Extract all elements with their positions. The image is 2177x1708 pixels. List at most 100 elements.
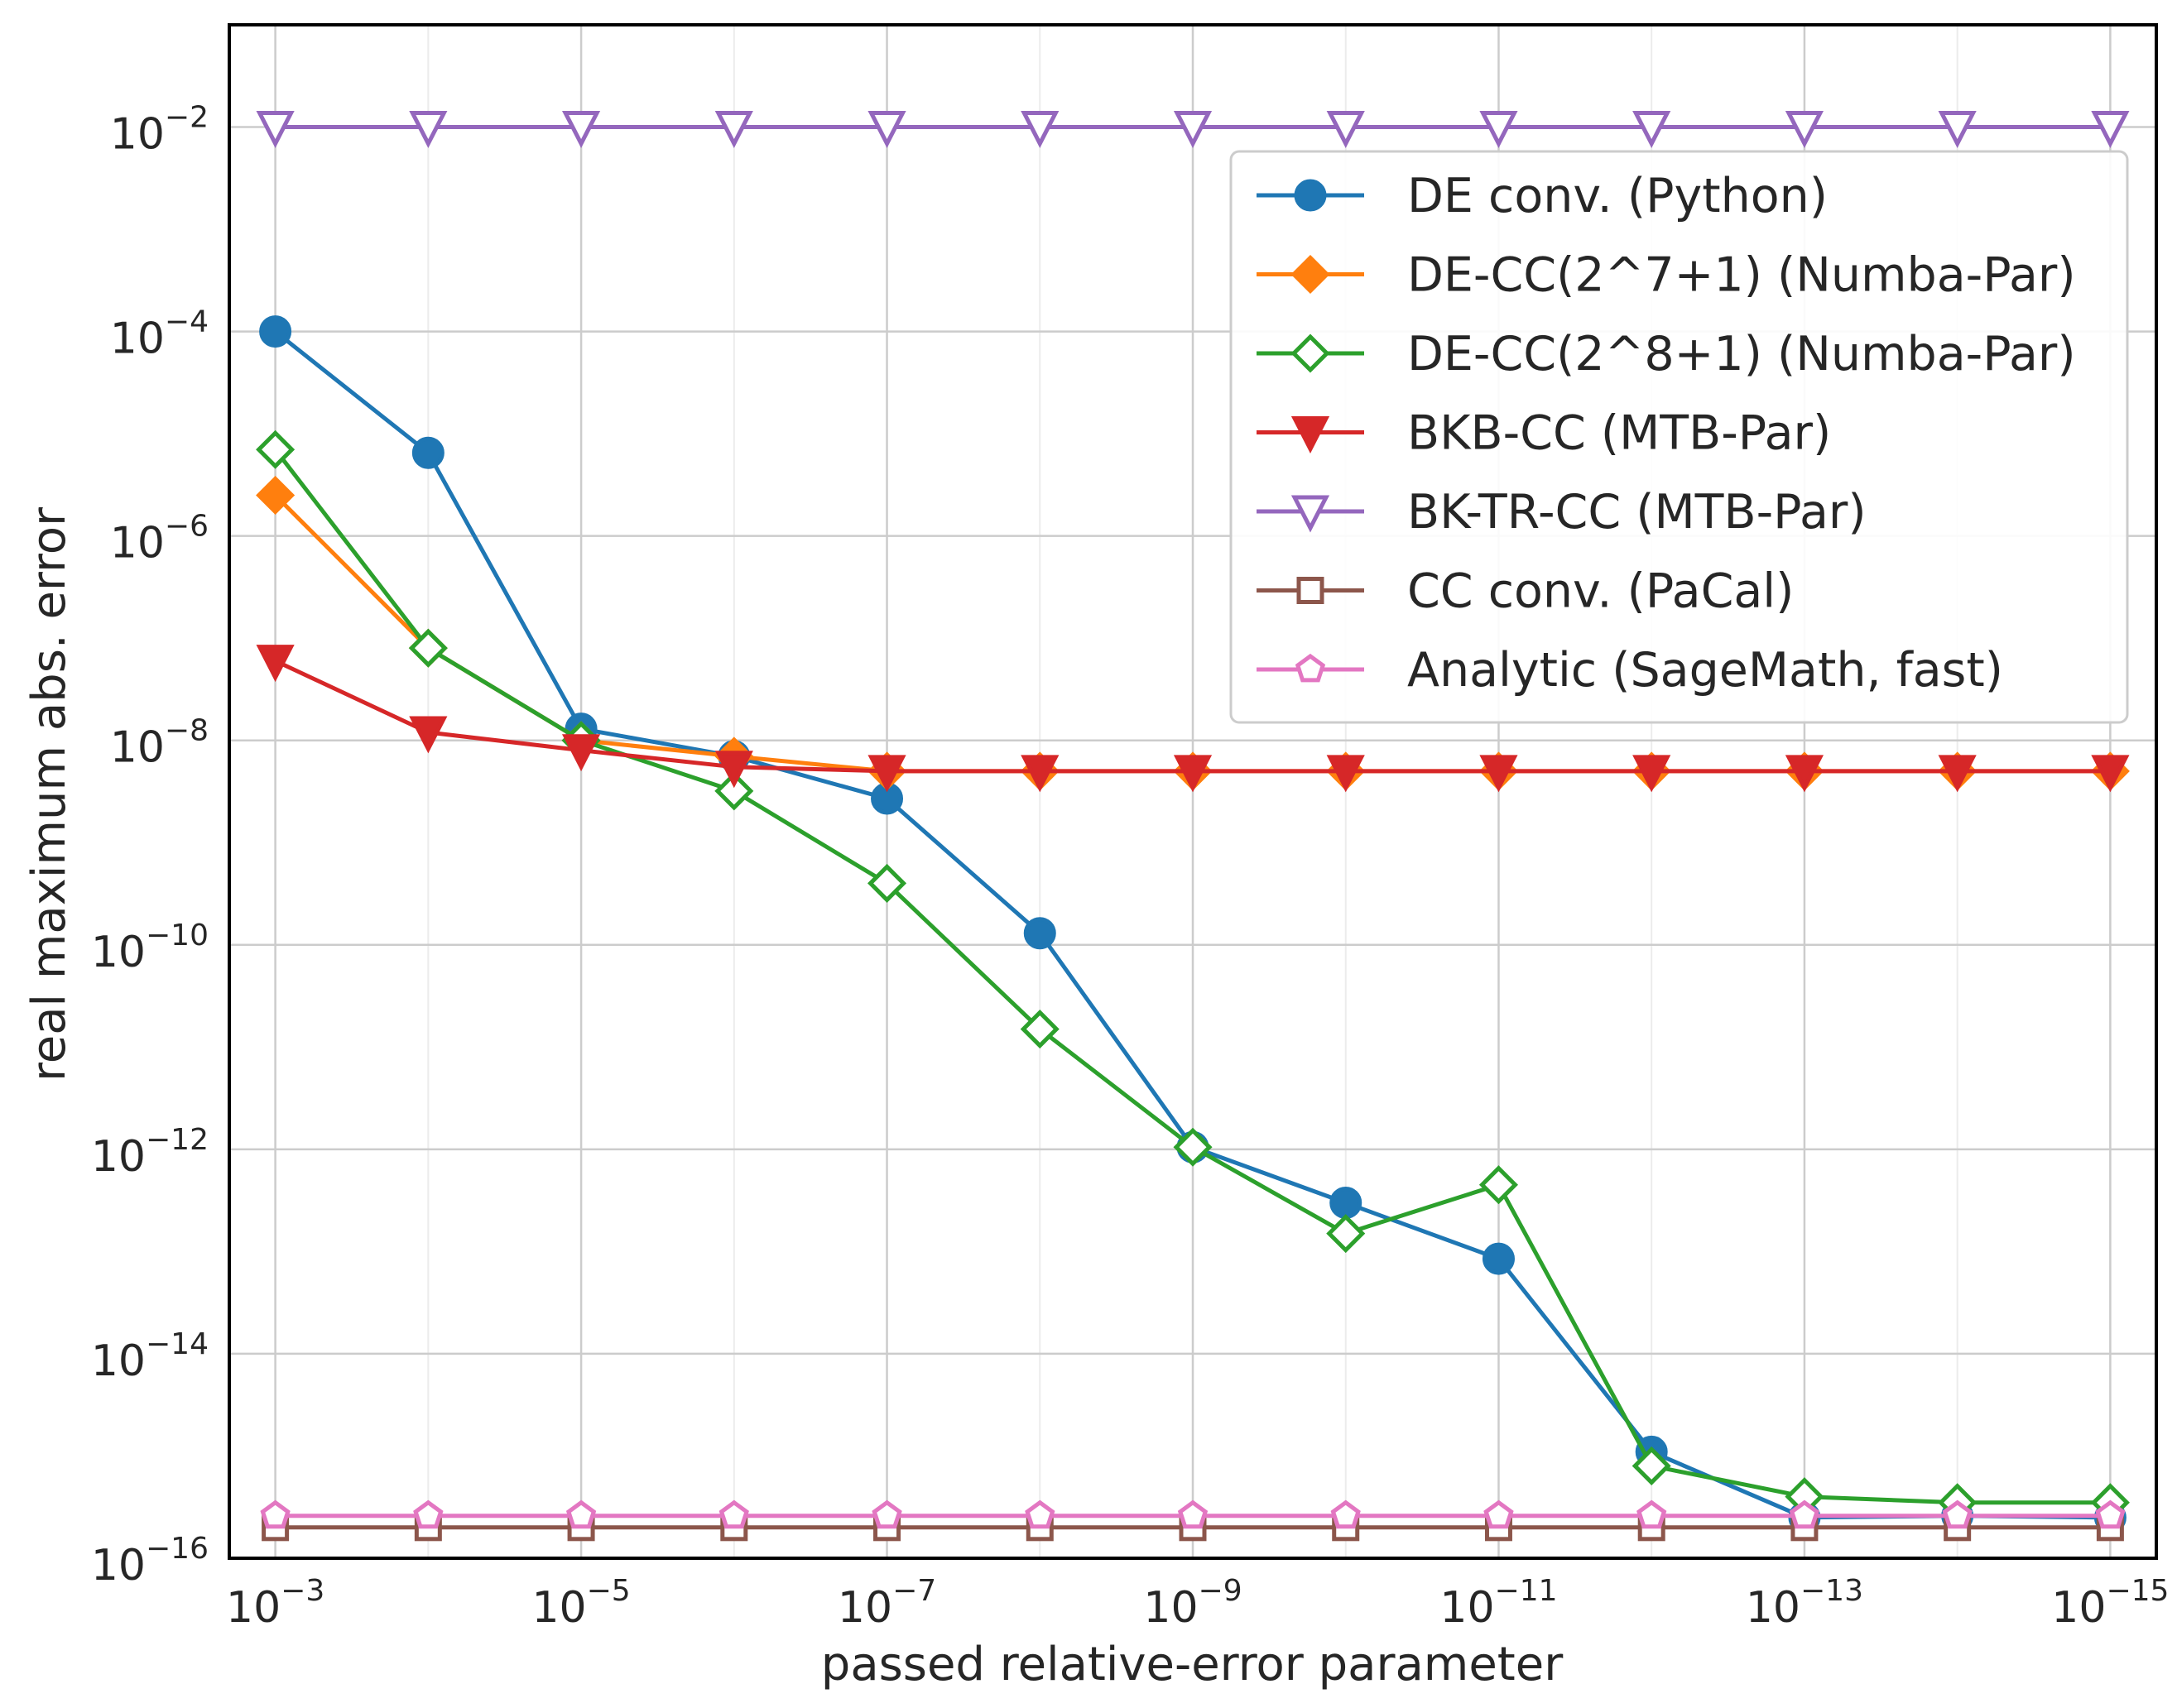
data-point [409, 716, 448, 754]
x-tick-label: 10−11 [1439, 1574, 1557, 1633]
y-tick-label: 10−10 [91, 919, 209, 977]
data-point [1478, 1165, 1518, 1205]
data-point [718, 1499, 749, 1529]
legend-marker [1296, 577, 1324, 604]
data-point [561, 111, 601, 149]
data-point [256, 429, 296, 469]
series-4 [256, 111, 2130, 149]
x-tick-label: 10−7 [838, 1574, 936, 1633]
legend-label: BK-TR-CC (MTB-Par) [1407, 485, 1867, 540]
data-point [260, 1499, 291, 1529]
data-point [1636, 1499, 1667, 1529]
data-point [1632, 755, 1671, 793]
data-point [1173, 111, 1213, 149]
data-point [872, 1499, 902, 1529]
x-axis-label: passed relative-error parameter [821, 1638, 1564, 1691]
x-tick-labels: 10−3 10−5 10−7 10−9 10−11 10−13 10−15 [226, 1574, 2169, 1633]
data-point [256, 111, 295, 149]
data-point [408, 628, 448, 668]
data-point [1177, 1499, 1209, 1529]
data-point [2091, 111, 2130, 149]
data-point [1632, 111, 1671, 149]
data-point [259, 315, 292, 348]
data-point [565, 1499, 597, 1529]
data-point [1479, 755, 1518, 793]
data-point [714, 751, 753, 789]
data-point [867, 863, 907, 903]
x-tick-label: 10−15 [2051, 1574, 2169, 1633]
x-tick-label: 10−9 [1143, 1574, 1242, 1633]
data-point [2091, 755, 2130, 793]
data-point [1483, 1499, 1514, 1529]
y-tick-label: 10−14 [91, 1327, 209, 1386]
legend-entry: DE conv. (Python) [1257, 169, 1828, 223]
data-point [1785, 111, 1824, 149]
legend-label: Analytic (SageMath, fast) [1407, 643, 2003, 698]
data-point [1020, 1010, 1060, 1049]
data-point [714, 771, 754, 811]
data-point [411, 436, 445, 469]
data-point [256, 475, 296, 516]
data-point [1021, 111, 1060, 149]
legend-entry: Analytic (SageMath, fast) [1257, 643, 2003, 698]
legend-entry: BK-TR-CC (MTB-Par) [1257, 485, 1867, 540]
legend-entry: DE-CC(2^7+1) (Numba-Par) [1257, 248, 2076, 303]
data-point [867, 111, 906, 149]
data-point [1479, 111, 1518, 149]
legend-marker [1290, 254, 1330, 295]
data-point [1942, 1499, 1973, 1529]
series-6 [260, 1499, 2126, 1529]
series-3 [256, 645, 2130, 793]
y-tick-label: 10−16 [91, 1532, 209, 1590]
data-point [867, 755, 906, 793]
legend-marker [1290, 416, 1330, 453]
data-point [714, 111, 753, 149]
legend-marker [1295, 653, 1326, 683]
y-axis-label: real maximum abs. error [22, 506, 76, 1082]
legend-box [1229, 150, 2129, 724]
data-point [1632, 1446, 1671, 1485]
y-tick-label: 10−12 [91, 1123, 209, 1182]
data-point [561, 734, 601, 772]
x-tick-label: 10−13 [1746, 1574, 1863, 1633]
data-point [1021, 755, 1060, 793]
legend-marker [1290, 495, 1330, 533]
legend-label: DE-CC(2^8+1) (Numba-Par) [1407, 327, 2076, 381]
data-point [1173, 1127, 1213, 1167]
data-point [1785, 755, 1824, 793]
y-tick-label: 10−6 [110, 510, 209, 569]
data-point [2095, 1499, 2126, 1529]
legend-entry: DE-CC(2^8+1) (Numba-Par) [1257, 327, 2076, 381]
legend-marker [1290, 333, 1330, 373]
legend-label: BKB-CC (MTB-Par) [1407, 406, 1831, 461]
legend-entry: BKB-CC (MTB-Par) [1257, 406, 1831, 461]
data-point [1326, 1214, 1366, 1254]
data-point [409, 111, 448, 149]
x-tick-label: 10−3 [226, 1574, 324, 1633]
y-tick-labels: 10−2 10−4 10−6 10−8 10−10 10−12 10−14 10−16 [91, 101, 209, 1590]
legend-label: DE-CC(2^7+1) (Numba-Par) [1407, 248, 2076, 303]
y-tick-label: 10−4 [110, 305, 209, 364]
legend: DE conv. (Python) DE-CC(2^7+1) (Numba-Par… [1229, 150, 2129, 724]
data-point [256, 645, 295, 683]
x-tick-label: 10−5 [531, 1574, 630, 1633]
data-point [1938, 755, 1977, 793]
data-point [413, 1499, 444, 1529]
legend-entry: CC conv. (PaCal) [1257, 564, 1794, 619]
data-point [1789, 1499, 1820, 1529]
data-point [1326, 755, 1365, 793]
plot-frame [228, 23, 2158, 1560]
data-point [1330, 1499, 1361, 1529]
y-tick-label: 10−8 [110, 714, 209, 773]
data-point [1023, 917, 1056, 950]
data-point [1025, 1499, 1055, 1529]
data-point [1329, 1186, 1362, 1219]
series-layer [256, 111, 2130, 1542]
data-point [1173, 755, 1213, 793]
legend-label: DE conv. (Python) [1407, 169, 1828, 223]
legend-marker [1294, 179, 1327, 212]
data-point [1482, 1242, 1515, 1275]
legend-label: CC conv. (PaCal) [1407, 564, 1794, 619]
data-point [1938, 111, 1977, 149]
